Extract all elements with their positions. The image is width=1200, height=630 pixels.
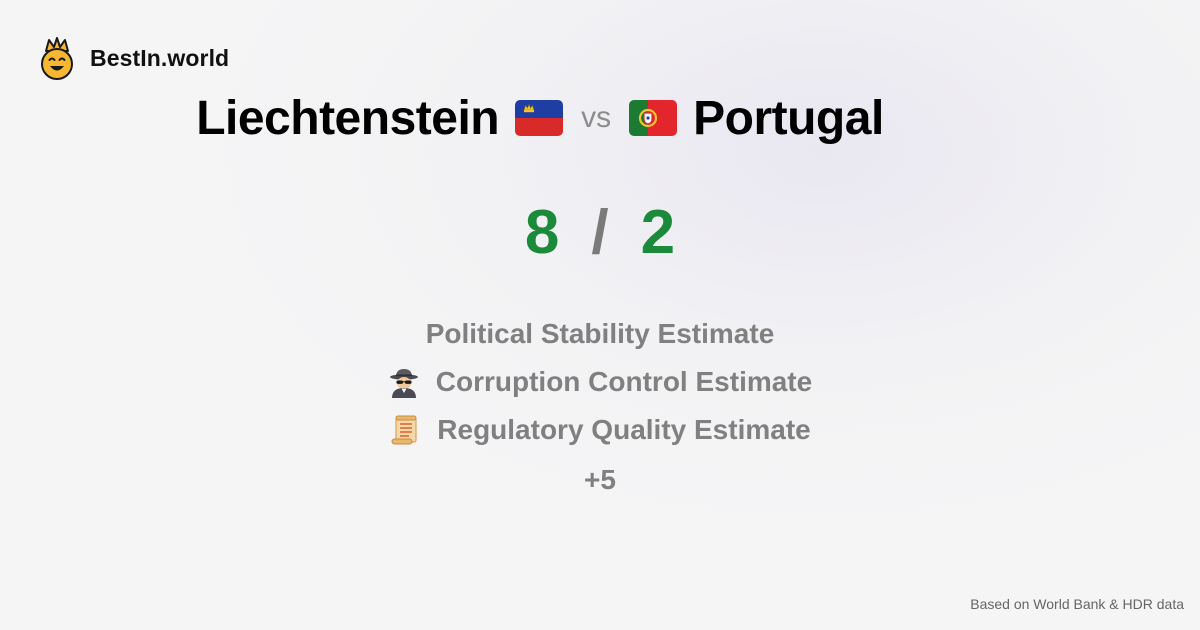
left-country-name: Liechtenstein (196, 91, 500, 145)
score-separator: / (591, 197, 609, 267)
metric-political-stability: Political Stability Estimate (0, 310, 1200, 358)
metric-label: Corruption Control Estimate (435, 366, 813, 397)
score: 8 / 2 (0, 192, 1200, 272)
brand[interactable]: BestIn.world (38, 36, 229, 80)
crowned-smiley-icon (41, 37, 73, 80)
metric-label: Regulatory Quality Estimate (437, 414, 811, 445)
portugal-flag-icon (629, 100, 678, 136)
metric-corruption-control: Corruption Control Estimate (0, 358, 1200, 406)
metric-regulatory-quality: Regulatory Quality Estimate (0, 406, 1200, 454)
left-score: 8 (524, 197, 560, 267)
vs-label: vs (581, 101, 612, 134)
liechtenstein-flag-icon (515, 100, 564, 136)
more-metrics-count: +5 (584, 464, 616, 495)
metric-list: Political Stability Estimate Corruption … (0, 310, 1200, 454)
brand-name: BestIn.world (90, 44, 230, 71)
right-score: 2 (640, 197, 676, 267)
data-source-note: Based on World Bank & HDR data (970, 596, 1184, 612)
comparison-title: Liechtenstein vs Portugal (0, 86, 1080, 150)
detective-icon (389, 369, 418, 398)
metric-label: Political Stability Estimate (425, 318, 775, 349)
scroll-icon (391, 415, 417, 445)
right-country-name: Portugal (693, 91, 884, 145)
